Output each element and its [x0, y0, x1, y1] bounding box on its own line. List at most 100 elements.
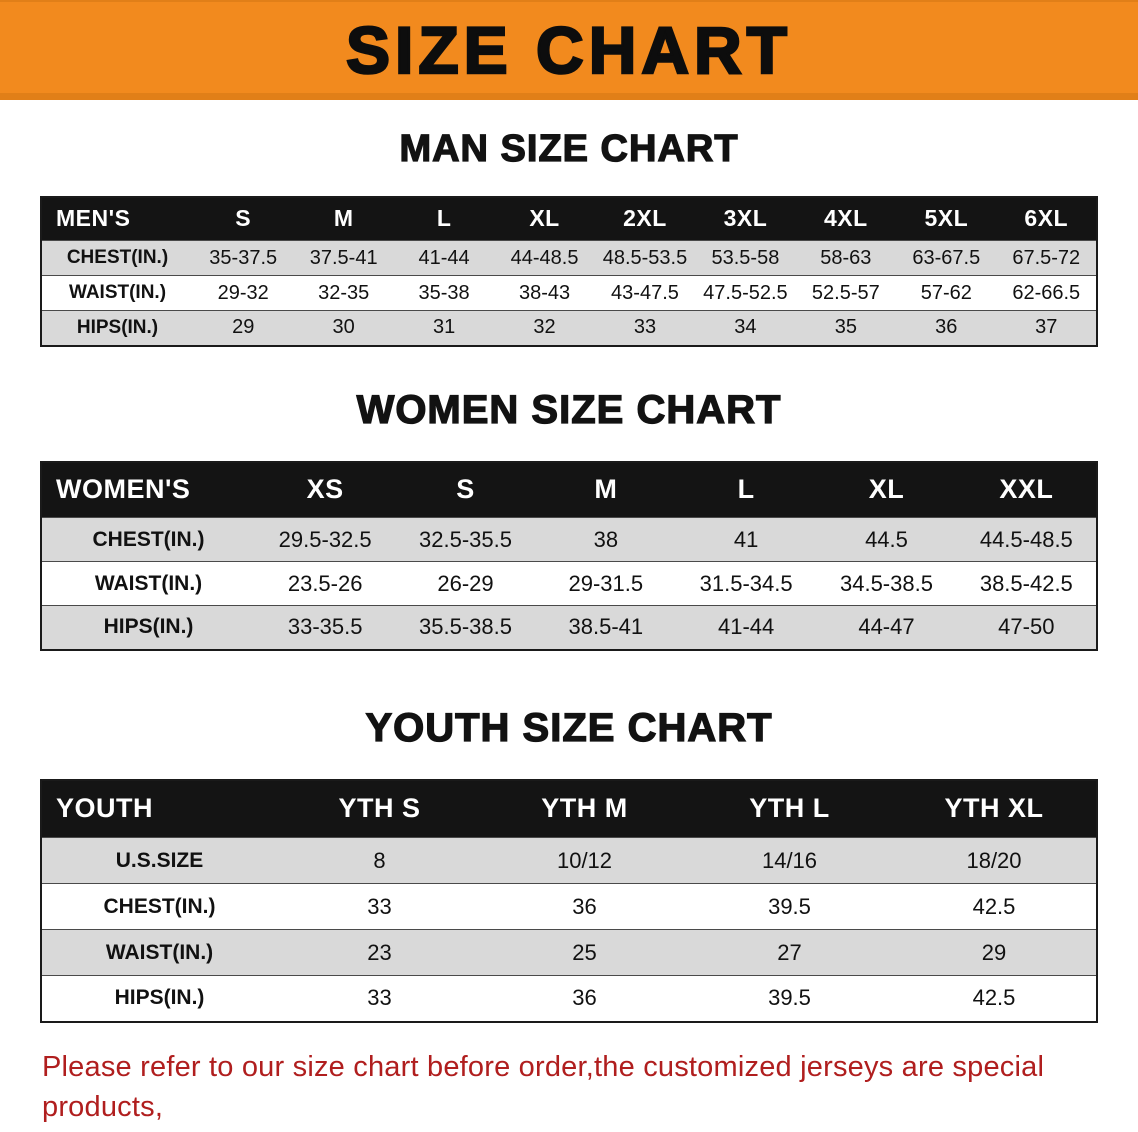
youth-section-heading: YOUTH SIZE CHART — [365, 705, 773, 750]
table-row: HIPS(IN.) 29 30 31 32 33 34 35 36 37 — [41, 310, 1097, 346]
men-section-heading: MAN SIZE CHART — [399, 127, 739, 170]
disclaimer-line-2: we don't accept cancel, change, teturn o… — [42, 1127, 1096, 1132]
table-cell: 48.5-53.5 — [594, 240, 696, 276]
column-header: S — [456, 474, 475, 505]
table-cell: 44-48.5 — [494, 240, 595, 276]
disclaimer-line-1: Please refer to our size chart before or… — [42, 1050, 1045, 1123]
column-header: M — [333, 205, 354, 232]
row-label: CHEST(IN.) — [41, 240, 193, 276]
row-label: HIPS(IN.) — [41, 975, 277, 1022]
column-header: YTH M — [541, 793, 628, 824]
column-header: 5XL — [924, 205, 969, 232]
table-cell: 23 — [277, 929, 482, 976]
youth-size-section: YOUTH SIZE CHART YOUTH YTH S YTH M YTH L YTH… — [0, 705, 1138, 1023]
column-header: M — [594, 474, 618, 505]
column-header: XL — [868, 474, 905, 505]
table-cell: 47-50 — [956, 605, 1097, 650]
table-corner-label: YOUTH — [56, 793, 153, 824]
men-size-section: MAN SIZE CHART MEN'S S M L XL 2XL 3XL 4XL 5XL 6XL… — [0, 127, 1138, 347]
table-row: CHEST(IN.) 33 36 39.5 42.5 — [41, 883, 1097, 930]
women-section-heading: WOMEN SIZE CHART — [356, 387, 782, 432]
column-header: XXL — [999, 474, 1054, 505]
table-cell: 36 — [482, 975, 687, 1022]
table-cell: 29 — [193, 310, 294, 346]
column-header: L — [436, 205, 452, 232]
table-corner-label: WOMEN'S — [56, 474, 191, 505]
row-label: CHEST(IN.) — [41, 883, 277, 930]
row-label: HIPS(IN.) — [41, 310, 193, 346]
table-cell: 31.5-34.5 — [675, 561, 817, 606]
table-cell: 35-37.5 — [193, 240, 294, 276]
table-body: U.S.SIZE 8 10/12 14/16 18/20 CHEST(IN.) 33 36 39… — [41, 837, 1097, 1022]
table-cell: 33-35.5 — [255, 605, 396, 650]
table-cell: 32 — [494, 310, 595, 346]
table-cell: 38.5-41 — [535, 605, 676, 650]
table-row: U.S.SIZE 8 10/12 14/16 18/20 — [41, 837, 1097, 884]
table-cell: 23.5-26 — [255, 561, 396, 606]
table-cell: 62-66.5 — [996, 275, 1097, 311]
banner: SIZE CHART — [0, 0, 1138, 100]
table-header-row: MEN'S S M L XL 2XL 3XL 4XL 5XL 6XL — [41, 196, 1097, 241]
table-cell: 52.5-57 — [795, 275, 897, 311]
women-size-section: WOMEN SIZE CHART WOMEN'S XS S M L XL XXL CHEST… — [0, 387, 1138, 651]
column-header: S — [235, 205, 252, 232]
row-label: WAIST(IN.) — [41, 275, 193, 311]
table-cell: 18/20 — [892, 837, 1097, 884]
table-cell: 39.5 — [687, 975, 892, 1022]
table-header-row: YOUTH YTH S YTH M YTH L YTH XL — [41, 779, 1097, 838]
table-cell: 34 — [695, 310, 796, 346]
column-header: XL — [529, 205, 560, 232]
table-row: WAIST(IN.) 23.5-26 26-29 29-31.5 31.5-34.5 34… — [41, 561, 1097, 606]
row-label: CHEST(IN.) — [41, 517, 255, 562]
table-cell: 29-32 — [193, 275, 294, 311]
table-cell: 42.5 — [892, 883, 1097, 930]
table-cell: 41 — [675, 517, 817, 562]
column-header: XS — [306, 474, 344, 505]
table-cell: 41-44 — [393, 240, 495, 276]
table-body: CHEST(IN.) 35-37.5 37.5-41 41-44 44-48.5 48.5… — [41, 240, 1097, 346]
table-row: HIPS(IN.) 33-35.5 35.5-38.5 38.5-41 41-44 44-… — [41, 605, 1097, 650]
table-cell: 26-29 — [395, 561, 536, 606]
table-cell: 29 — [892, 929, 1097, 976]
column-header: YTH XL — [944, 793, 1044, 824]
table-cell: 35 — [795, 310, 897, 346]
column-header: 2XL — [623, 205, 667, 232]
table-row: HIPS(IN.) 33 36 39.5 42.5 — [41, 975, 1097, 1022]
table-cell: 44.5-48.5 — [956, 517, 1097, 562]
table-cell: 63-67.5 — [896, 240, 997, 276]
table-cell: 8 — [277, 837, 482, 884]
table-cell: 37 — [996, 310, 1097, 346]
row-label: WAIST(IN.) — [41, 561, 255, 606]
table-cell: 32.5-35.5 — [395, 517, 536, 562]
table-cell: 37.5-41 — [293, 240, 394, 276]
table-cell: 47.5-52.5 — [695, 275, 796, 311]
table-row: WAIST(IN.) 23 25 27 29 — [41, 929, 1097, 976]
table-cell: 10/12 — [482, 837, 687, 884]
table-cell: 38 — [535, 517, 676, 562]
table-row: CHEST(IN.) 29.5-32.5 32.5-35.5 38 41 44.5 44.5… — [41, 517, 1097, 562]
table-cell: 32-35 — [293, 275, 394, 311]
table-cell: 35.5-38.5 — [395, 605, 536, 650]
table-cell: 38-43 — [494, 275, 595, 311]
table-cell: 42.5 — [892, 975, 1097, 1022]
table-cell: 33 — [277, 975, 482, 1022]
table-cell: 57-62 — [896, 275, 997, 311]
table-cell: 30 — [293, 310, 394, 346]
row-label: HIPS(IN.) — [41, 605, 255, 650]
row-label: U.S.SIZE — [41, 837, 277, 884]
table-cell: 41-44 — [675, 605, 817, 650]
table-cell: 25 — [482, 929, 687, 976]
disclaimer: Please refer to our size chart before or… — [0, 1023, 1138, 1132]
column-header: 4XL — [824, 205, 868, 232]
table-cell: 29.5-32.5 — [255, 517, 396, 562]
table-cell: 14/16 — [687, 837, 892, 884]
column-header: YTH S — [338, 793, 421, 824]
column-header: YTH L — [749, 793, 830, 824]
table-cell: 53.5-58 — [695, 240, 796, 276]
table-cell: 67.5-72 — [996, 240, 1097, 276]
table-row: WAIST(IN.) 29-32 32-35 35-38 38-43 43-47.5 47.… — [41, 275, 1097, 311]
table-cell: 43-47.5 — [594, 275, 696, 311]
row-label: WAIST(IN.) — [41, 929, 277, 976]
page-title: SIZE CHART — [345, 12, 792, 89]
